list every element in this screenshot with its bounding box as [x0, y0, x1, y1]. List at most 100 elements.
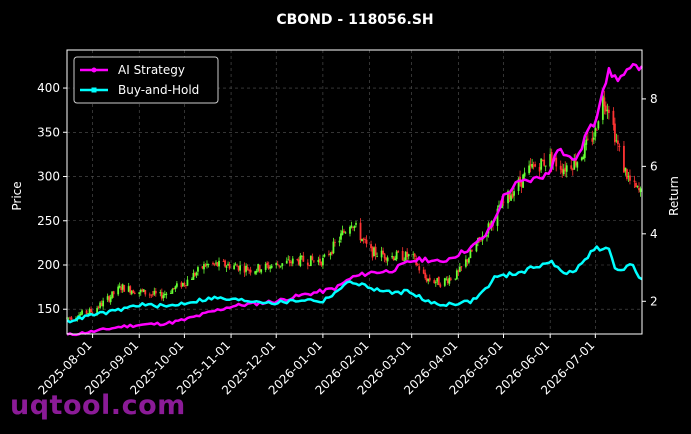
candle-body [582, 156, 585, 160]
candle-body [141, 289, 144, 292]
candle-body [615, 140, 618, 142]
candle-body [562, 169, 565, 175]
y-left-tick-label: 400 [37, 81, 60, 95]
candle-body [129, 286, 132, 294]
candle-body [133, 292, 136, 294]
y-left-tick-label: 150 [37, 302, 60, 316]
candle-body [471, 250, 473, 252]
candle-body [373, 247, 375, 257]
candlestick-series [66, 90, 642, 322]
candle-body [320, 261, 323, 266]
candle-body [508, 192, 511, 199]
candle-body [237, 266, 240, 271]
candle-body [213, 263, 216, 265]
candle-body [352, 226, 354, 228]
candle-body [612, 110, 615, 125]
candle-body [121, 284, 124, 290]
legend: AI Strategy Buy-and-Hold [73, 56, 219, 104]
candle-body [270, 265, 273, 268]
candle-body [412, 254, 415, 256]
watermark: uqtool.com [10, 390, 186, 421]
candle-body [150, 294, 153, 296]
candle-body [279, 265, 282, 267]
candle-body [586, 138, 589, 140]
candle-body [302, 255, 305, 262]
candle-body [260, 269, 263, 273]
candle-body [123, 285, 126, 292]
candle-body [165, 293, 168, 295]
candle-body [340, 233, 342, 240]
candle-body [418, 266, 421, 271]
candle-body [281, 263, 284, 266]
candle-body [255, 270, 258, 273]
candle-body [186, 279, 189, 286]
candle-body [623, 145, 625, 173]
y-left-tick-label: 300 [37, 170, 60, 184]
candle-body [544, 165, 547, 167]
candle-body [248, 269, 251, 271]
candle-body [297, 259, 300, 265]
candle-body [638, 187, 640, 191]
legend-label-ai: AI Strategy [118, 63, 185, 77]
candle-body [434, 282, 437, 284]
candle-body [317, 259, 320, 263]
candle-body [510, 195, 512, 201]
candle-body [574, 159, 577, 166]
candle-body [264, 263, 267, 270]
candle-body [215, 262, 217, 264]
candle-body [382, 250, 384, 255]
candle-body [159, 292, 162, 294]
candle-body [85, 310, 88, 314]
candle-body [467, 258, 470, 263]
candle-body [571, 168, 574, 170]
candle-body [243, 266, 246, 273]
candle-body [407, 254, 410, 257]
y-right-tick-label: 8 [650, 92, 658, 106]
candle-body [109, 297, 112, 303]
candle-body [629, 175, 631, 181]
candle-body [153, 290, 156, 295]
candle-body [624, 167, 627, 172]
candle-body [416, 264, 419, 266]
candle-body [397, 251, 400, 253]
candle-body [528, 165, 531, 174]
candle-body [233, 265, 235, 270]
candle-body [433, 280, 436, 284]
y-left-tick-label: 250 [37, 214, 60, 228]
candle-body [201, 266, 204, 269]
candle-body [362, 238, 365, 240]
candle-body [331, 252, 333, 255]
candle-body [182, 282, 184, 287]
candle-body [278, 265, 281, 267]
candle-body [323, 254, 326, 257]
candle-body [428, 277, 431, 281]
candle-body [517, 178, 520, 191]
candle-body [422, 269, 425, 274]
candle-body [606, 109, 609, 112]
candle-body [117, 286, 120, 295]
candle-body [79, 313, 82, 316]
candle-body [583, 143, 586, 158]
plot-frame [66, 49, 643, 335]
candle-body [580, 157, 583, 161]
candle-body [234, 264, 237, 266]
candle-body [88, 309, 91, 314]
candle-body [162, 295, 165, 299]
candle-body [309, 255, 312, 267]
candle-body [364, 239, 366, 240]
candle-body [195, 272, 198, 276]
candle-body [425, 278, 428, 282]
candle-body [139, 289, 142, 293]
candle-body [370, 244, 372, 249]
candle-body [308, 265, 311, 266]
candle-body [404, 251, 407, 261]
candle-body [185, 285, 187, 287]
candle-body [617, 140, 619, 145]
strategy-lines [66, 62, 643, 337]
candle-body [475, 243, 478, 252]
candle-body [395, 251, 398, 260]
candle-body [142, 289, 145, 292]
candle-body [394, 258, 397, 261]
candle-body [523, 172, 526, 176]
candle-body [496, 208, 499, 226]
